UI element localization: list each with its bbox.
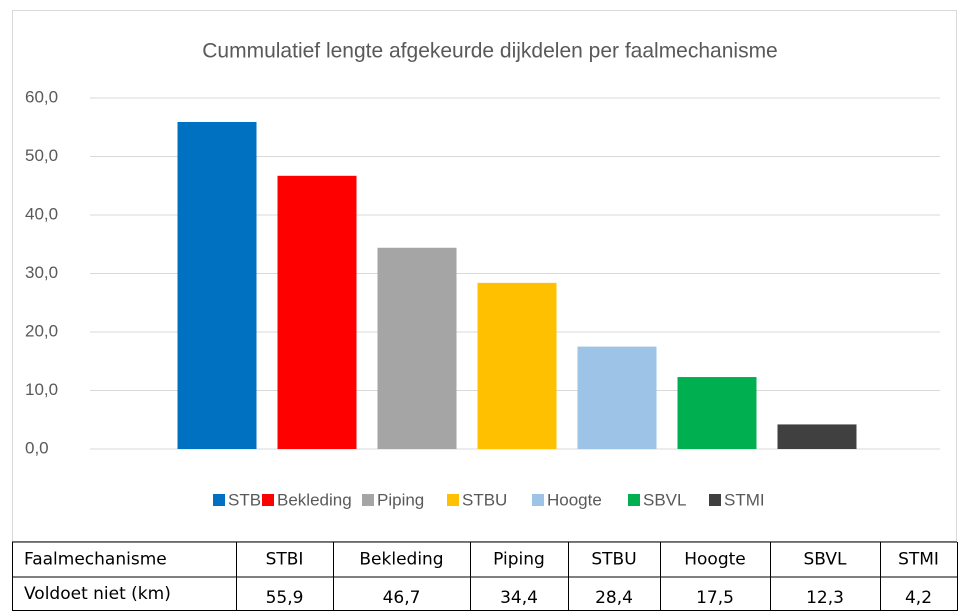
y-tick-label: 50,0 bbox=[25, 146, 58, 165]
legend-label: Bekleding bbox=[277, 490, 352, 509]
bar bbox=[177, 121, 257, 450]
table-row-label: Voldoet niet (km) bbox=[24, 584, 171, 604]
table-value: 55,9 bbox=[266, 588, 304, 608]
table-value: 46,7 bbox=[383, 588, 421, 608]
table-category: STMI bbox=[898, 550, 939, 570]
bar bbox=[577, 346, 657, 449]
table-value: 17,5 bbox=[696, 588, 734, 608]
legend-swatch bbox=[447, 494, 459, 506]
y-tick-label: 40,0 bbox=[25, 204, 58, 223]
legend-swatch bbox=[628, 494, 640, 506]
table-category: STBI bbox=[266, 550, 304, 570]
legend-label: Piping bbox=[377, 490, 424, 509]
legend-swatch bbox=[532, 494, 544, 506]
table-header: Faalmechanisme bbox=[24, 550, 167, 570]
table-value: 12,3 bbox=[806, 588, 844, 608]
legend-swatch bbox=[362, 494, 374, 506]
legend-label: Hoogte bbox=[547, 490, 602, 509]
legend-label: STBI bbox=[228, 490, 266, 509]
y-tick-label: 20,0 bbox=[25, 321, 58, 340]
y-tick-label: 0,0 bbox=[25, 438, 49, 457]
table-value: 34,4 bbox=[500, 588, 538, 608]
legend-swatch bbox=[213, 494, 225, 506]
y-tick-label: 30,0 bbox=[25, 263, 58, 282]
table-category: Hoogte bbox=[684, 550, 746, 570]
chart-border bbox=[12, 10, 957, 542]
table-category: Piping bbox=[493, 550, 545, 570]
legend-label: SBVL bbox=[643, 490, 686, 509]
table-value: 4,2 bbox=[905, 588, 932, 608]
table-category: Bekleding bbox=[359, 550, 443, 570]
legend-label: STBU bbox=[462, 490, 507, 509]
y-tick-label: 10,0 bbox=[25, 380, 58, 399]
bar bbox=[677, 377, 757, 449]
table-category: SBVL bbox=[803, 550, 847, 570]
y-tick-label: 60,0 bbox=[25, 87, 58, 106]
bar bbox=[477, 282, 557, 449]
chart-title: Cummulatief lengte afgekeurde dijkdelen … bbox=[202, 40, 778, 63]
bar bbox=[277, 175, 357, 449]
bar bbox=[377, 247, 457, 449]
legend-label: STMI bbox=[724, 490, 765, 509]
legend-swatch bbox=[709, 494, 721, 506]
table-category: STBU bbox=[591, 550, 636, 570]
legend-swatch bbox=[262, 494, 274, 506]
table-value: 28,4 bbox=[595, 588, 633, 608]
bar bbox=[777, 424, 857, 449]
